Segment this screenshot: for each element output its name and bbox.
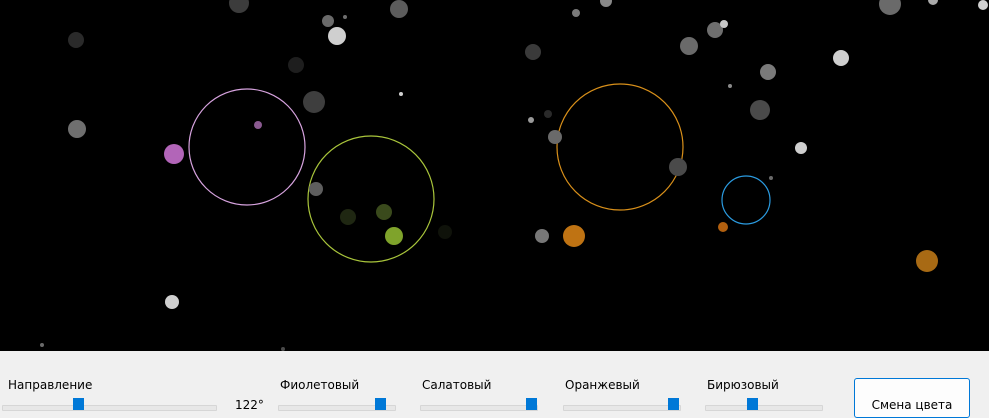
grey-particle xyxy=(928,0,938,5)
violet-particle xyxy=(164,144,184,164)
turquoise-ring xyxy=(721,175,771,225)
grey-particle xyxy=(720,20,728,28)
grey-particle xyxy=(707,22,723,38)
violet-ring xyxy=(188,88,306,206)
orange-slider-thumb[interactable] xyxy=(668,398,679,410)
direction-slider-track[interactable] xyxy=(2,405,217,411)
orange-ring xyxy=(556,83,684,211)
direction-slider-thumb[interactable] xyxy=(73,398,84,410)
violet-particle xyxy=(254,121,262,129)
grey-particle xyxy=(229,0,249,13)
lightgreen-slider-track[interactable] xyxy=(420,405,538,411)
grey-particle xyxy=(525,44,541,60)
grey-particle xyxy=(328,27,346,45)
lightgreen-particle xyxy=(376,204,392,220)
lightgreen-particle xyxy=(385,227,403,245)
change-color-button[interactable]: Смена цвета xyxy=(854,378,970,418)
particle-canvas xyxy=(0,0,989,351)
grey-particle xyxy=(40,343,44,347)
grey-particle xyxy=(535,229,549,243)
grey-particle xyxy=(165,295,179,309)
orange-particle xyxy=(718,222,728,232)
grey-particle xyxy=(680,37,698,55)
direction-value: 122° xyxy=(235,398,264,412)
direction-label: Направление xyxy=(8,378,93,392)
grey-particle xyxy=(390,0,408,18)
turquoise-slider-track[interactable] xyxy=(705,405,823,411)
orange-particle xyxy=(916,250,938,272)
grey-particle xyxy=(399,92,403,96)
grey-particle xyxy=(600,0,612,7)
grey-particle xyxy=(68,120,86,138)
orange-particle xyxy=(563,225,585,247)
grey-particle xyxy=(68,32,84,48)
grey-particle xyxy=(833,50,849,66)
lightgreen-label: Салатовый xyxy=(422,378,492,392)
turquoise-slider-thumb[interactable] xyxy=(747,398,758,410)
grey-particle xyxy=(769,176,773,180)
grey-particle xyxy=(795,142,807,154)
violet-label: Фиолетовый xyxy=(280,378,360,392)
grey-particle xyxy=(544,110,552,118)
lightgreen-ring xyxy=(307,135,435,263)
grey-particle xyxy=(669,158,687,176)
grey-particle xyxy=(572,9,580,17)
orange-slider-track[interactable] xyxy=(563,405,681,411)
orange-label: Оранжевый xyxy=(565,378,640,392)
lightgreen-slider-thumb[interactable] xyxy=(526,398,537,410)
grey-particle xyxy=(879,0,901,15)
grey-particle xyxy=(343,15,347,19)
violet-slider-thumb[interactable] xyxy=(375,398,386,410)
particle-scene xyxy=(40,0,988,351)
lightgreen-particle xyxy=(340,209,356,225)
turquoise-label: Бирюзовый xyxy=(707,378,779,392)
lightgreen-particle xyxy=(438,225,452,239)
grey-particle xyxy=(528,117,534,123)
grey-particle xyxy=(548,130,562,144)
grey-particle xyxy=(288,57,304,73)
grey-particle xyxy=(728,84,732,88)
grey-particle xyxy=(750,100,770,120)
grey-particle xyxy=(322,15,334,27)
grey-particle xyxy=(303,91,325,113)
grey-particle xyxy=(760,64,776,80)
grey-particle xyxy=(978,0,988,10)
grey-particle xyxy=(281,347,285,351)
grey-particle xyxy=(309,182,323,196)
controls-panel: Направление 122° Фиолетовый Салатовый Ор… xyxy=(0,351,989,418)
